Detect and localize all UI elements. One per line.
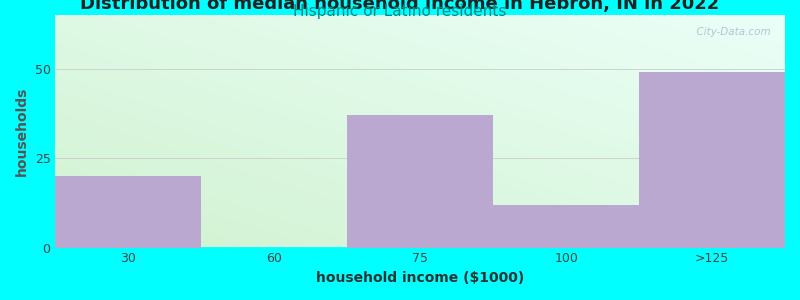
Bar xyxy=(347,115,493,248)
X-axis label: household income ($1000): household income ($1000) xyxy=(316,271,524,285)
Bar xyxy=(639,72,785,248)
Bar xyxy=(55,176,202,248)
Text: Hispanic or Latino residents: Hispanic or Latino residents xyxy=(294,4,506,19)
Text: Distribution of median household income in Hebron, IN in 2022: Distribution of median household income … xyxy=(80,0,720,13)
Text: City-Data.com: City-Data.com xyxy=(690,27,770,37)
Y-axis label: households: households xyxy=(15,87,29,176)
Bar xyxy=(493,205,639,248)
